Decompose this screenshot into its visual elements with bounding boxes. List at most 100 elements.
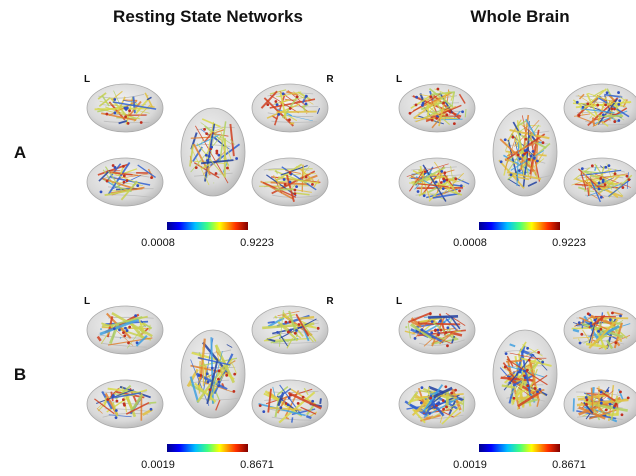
node — [118, 329, 121, 332]
node — [233, 373, 236, 376]
node — [126, 179, 129, 182]
node — [542, 141, 545, 144]
node — [435, 181, 438, 184]
node — [114, 111, 117, 114]
connection — [451, 409, 453, 410]
brain-surface — [564, 84, 636, 132]
node — [424, 170, 427, 173]
connection — [418, 324, 460, 325]
node — [587, 312, 590, 315]
node — [420, 402, 423, 405]
node — [311, 183, 314, 186]
node — [440, 170, 443, 173]
node — [431, 119, 434, 122]
node — [578, 114, 581, 117]
node — [431, 320, 434, 323]
node — [415, 96, 418, 99]
node — [289, 181, 292, 184]
colorbar-min: 0.0019 — [141, 459, 175, 471]
node — [305, 102, 308, 105]
node — [613, 108, 616, 111]
node — [454, 389, 457, 392]
node — [526, 347, 529, 350]
node — [440, 181, 443, 184]
node — [600, 196, 603, 199]
node — [124, 107, 127, 110]
node — [442, 187, 445, 190]
node — [311, 400, 314, 403]
node — [122, 398, 125, 401]
brain-render — [399, 84, 475, 132]
brain-render — [493, 108, 557, 196]
brain-render — [564, 84, 636, 132]
node — [443, 180, 446, 183]
connection — [465, 109, 466, 117]
node — [453, 122, 456, 125]
node — [232, 390, 235, 393]
node — [287, 403, 290, 406]
node — [585, 403, 588, 406]
node — [289, 329, 292, 332]
node — [434, 329, 437, 332]
node — [524, 376, 527, 379]
node — [446, 113, 449, 116]
brain-render — [252, 84, 328, 132]
node — [442, 408, 445, 411]
node — [115, 416, 118, 419]
node — [538, 388, 541, 391]
node — [274, 100, 277, 103]
node — [602, 179, 605, 182]
node — [580, 333, 583, 336]
node — [582, 106, 585, 109]
node — [140, 121, 143, 124]
node — [128, 109, 131, 112]
node — [513, 397, 516, 400]
node — [619, 390, 622, 393]
colorbar-max: 0.8671 — [240, 459, 274, 471]
node — [294, 192, 297, 195]
node — [423, 194, 426, 197]
node — [597, 330, 600, 333]
brain-render — [252, 380, 328, 428]
brain-render — [399, 380, 475, 428]
colorbar-max: 0.9223 — [240, 237, 274, 249]
node — [536, 160, 539, 163]
node — [136, 341, 139, 344]
node — [450, 392, 453, 395]
node — [440, 329, 443, 332]
node — [504, 138, 507, 141]
node — [106, 113, 109, 116]
node — [525, 138, 528, 141]
node — [296, 95, 299, 98]
node — [617, 103, 620, 106]
node — [113, 98, 116, 101]
node — [596, 104, 599, 107]
node — [288, 118, 291, 121]
node — [294, 332, 297, 335]
node — [122, 331, 125, 334]
node — [446, 344, 449, 347]
node — [417, 190, 420, 193]
connection — [150, 107, 155, 108]
node — [445, 406, 448, 409]
node — [614, 172, 617, 175]
brain-render — [564, 306, 636, 354]
node — [215, 150, 218, 153]
node — [599, 328, 602, 331]
node — [530, 154, 533, 157]
connection — [275, 316, 276, 318]
node — [218, 381, 221, 384]
node — [461, 110, 464, 113]
brain-surface — [87, 306, 163, 354]
node — [436, 402, 439, 405]
node — [586, 102, 589, 105]
node — [421, 328, 424, 331]
connection — [298, 317, 314, 319]
node — [207, 381, 210, 384]
node — [591, 164, 594, 167]
node — [126, 329, 129, 332]
node — [519, 157, 522, 160]
node — [526, 369, 529, 372]
brain-render — [252, 158, 328, 206]
node — [115, 409, 118, 412]
